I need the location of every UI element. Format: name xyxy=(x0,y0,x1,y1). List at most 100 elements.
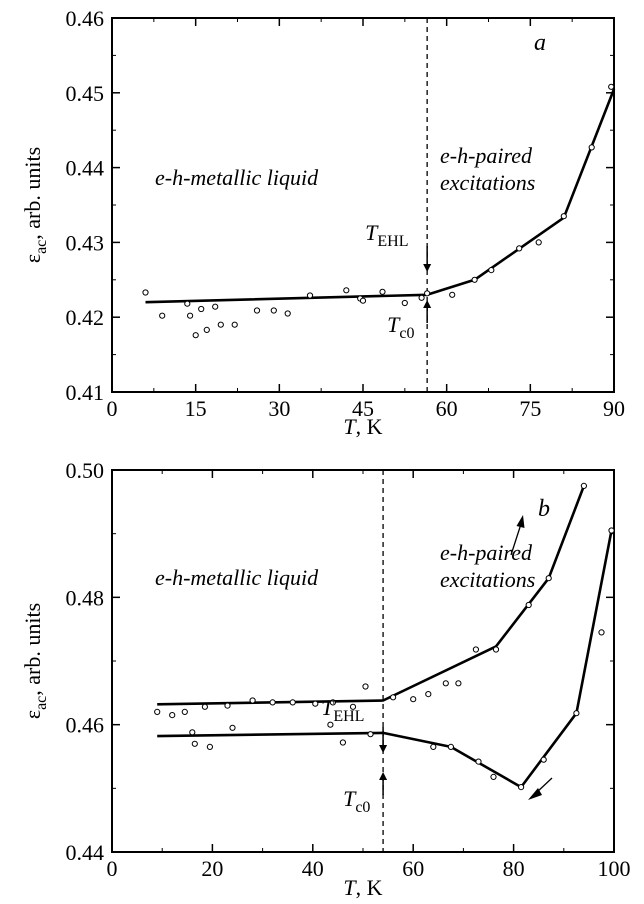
data-point xyxy=(379,288,386,295)
data-point xyxy=(201,703,208,710)
label-t-ehl-main: T xyxy=(321,695,335,720)
data-point xyxy=(492,646,500,653)
data-point xyxy=(327,721,334,728)
fit-line-cooling xyxy=(157,530,613,789)
data-point xyxy=(442,680,449,687)
data-point xyxy=(535,239,542,246)
label-t-ehl-sub: EHL xyxy=(333,708,364,725)
y-axis-title-unit: , arb. units xyxy=(20,603,45,696)
label-t-c0-sub: c0 xyxy=(355,799,370,816)
data-point xyxy=(390,694,397,701)
label-t-ehl-main: T xyxy=(365,220,379,245)
arrow-t-ehl-head xyxy=(423,264,432,272)
y-axis-title-eps: ε xyxy=(20,710,45,719)
data-point xyxy=(203,326,210,333)
data-point xyxy=(447,743,454,751)
data-point xyxy=(410,696,417,703)
y-tick-label: 0.46 xyxy=(66,6,105,31)
data-point xyxy=(588,144,595,151)
data-point xyxy=(198,305,205,313)
y-tick-label: 0.44 xyxy=(66,840,105,865)
x-axis-title-var: T xyxy=(343,875,357,900)
y-tick-label: 0.50 xyxy=(66,458,105,483)
data-point xyxy=(545,575,552,582)
data-point xyxy=(488,267,495,274)
data-point xyxy=(475,758,482,765)
y-tick-label: 0.46 xyxy=(66,713,105,738)
data-point xyxy=(329,699,336,706)
label-t-ehl-sub: EHL xyxy=(377,233,408,250)
data-point xyxy=(573,710,580,717)
data-point xyxy=(598,629,605,636)
x-tick-label: 60 xyxy=(436,396,458,421)
y-tick-label: 0.45 xyxy=(66,81,105,106)
data-point xyxy=(269,699,276,706)
panel-letter: a xyxy=(534,30,546,56)
y-axis-title-unit: , arb. units xyxy=(20,147,45,240)
data-point xyxy=(284,310,291,317)
data-point xyxy=(449,291,456,298)
fit-line xyxy=(145,88,616,304)
heating-direction-arrow-head xyxy=(516,515,525,528)
data-point xyxy=(608,83,615,90)
x-tick-label: 100 xyxy=(598,856,631,881)
data-point xyxy=(224,702,231,709)
data-point xyxy=(343,287,350,294)
y-tick-label: 0.48 xyxy=(66,585,105,610)
data-point xyxy=(189,729,196,736)
x-axis-title-unit: , K xyxy=(356,414,383,439)
arrow-t-c0-head xyxy=(379,772,388,780)
data-point xyxy=(217,321,224,328)
panel-letter: b xyxy=(538,496,550,522)
y-axis-title-sub: ac xyxy=(33,696,50,710)
region-label-paired-line2: excitations xyxy=(440,567,535,592)
data-point xyxy=(270,307,277,314)
data-point xyxy=(560,213,567,220)
data-point xyxy=(312,700,319,707)
data-point xyxy=(289,699,296,706)
fit-line-heating xyxy=(157,485,586,706)
region-label-paired-line2: excitations xyxy=(440,170,535,195)
x-axis-title: T, K xyxy=(343,414,382,439)
data-point xyxy=(249,697,256,704)
y-tick-label: 0.43 xyxy=(66,230,105,255)
x-tick-label: 20 xyxy=(201,856,223,881)
data-point xyxy=(425,691,432,698)
data-point xyxy=(471,276,478,283)
plot-frame xyxy=(111,17,615,393)
data-point xyxy=(359,297,367,304)
x-axis-title-unit: , K xyxy=(356,875,383,900)
data-point xyxy=(159,312,166,319)
arrow-t-ehl-head xyxy=(379,745,388,753)
data-point xyxy=(516,245,523,252)
data-point xyxy=(181,708,188,716)
label-t-c0-main: T xyxy=(343,786,357,811)
data-point xyxy=(367,731,374,738)
x-tick-label: 15 xyxy=(185,396,207,421)
data-point xyxy=(184,300,191,307)
data-point xyxy=(349,703,357,710)
x-tick-label: 60 xyxy=(402,856,424,881)
label-t-ehl: TEHL xyxy=(321,695,364,725)
region-label-metallic-liquid: e-h-metallic liquid xyxy=(155,565,319,590)
y-tick-label: 0.42 xyxy=(66,305,105,330)
data-point xyxy=(525,601,532,609)
data-point xyxy=(142,289,149,296)
panel-a: 0 15 30 45 60 75 900.410.420.430.440.450.46T, … xyxy=(20,6,625,439)
y-axis-title-sub: ac xyxy=(33,240,50,254)
data-point xyxy=(580,482,588,489)
data-point xyxy=(306,292,314,299)
x-tick-label: 75 xyxy=(519,396,541,421)
data-point xyxy=(229,724,236,731)
arrow-t-c0-head xyxy=(423,300,432,308)
data-point xyxy=(608,527,615,534)
y-tick-label: 0.41 xyxy=(66,380,105,405)
x-tick-label: 90 xyxy=(603,396,625,421)
label-t-c0-main: T xyxy=(387,312,401,337)
data-point xyxy=(472,646,479,653)
label-t-ehl: TEHL xyxy=(365,220,408,250)
x-tick-label: 0 xyxy=(107,396,118,421)
data-point xyxy=(212,303,219,310)
